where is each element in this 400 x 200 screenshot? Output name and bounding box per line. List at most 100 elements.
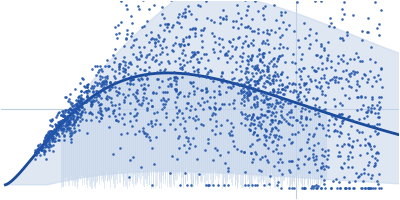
Point [46,139,52,142]
Point [268,129,274,132]
Point [140,95,147,99]
Point [275,74,281,78]
Point [279,172,285,176]
Point [287,159,294,162]
Point [189,50,195,53]
Point [84,84,90,87]
Point [332,68,339,72]
Point [199,97,206,100]
Point [265,105,272,108]
Point [99,69,106,72]
Point [89,113,95,116]
Point [181,43,187,46]
Point [366,143,372,146]
Point [108,101,114,104]
Point [159,79,165,82]
Point [357,154,363,157]
Point [190,66,196,69]
Point [170,23,177,27]
Point [65,108,71,112]
Point [244,90,251,93]
Point [47,134,53,137]
Point [290,52,296,55]
Point [311,185,317,188]
Point [61,114,67,117]
Point [298,69,304,72]
Point [129,21,135,24]
Point [142,33,149,36]
Point [58,113,64,116]
Point [269,58,276,61]
Point [66,107,73,110]
Point [290,187,297,190]
Point [229,134,236,137]
Point [347,57,354,60]
Point [195,67,201,71]
Point [127,101,133,104]
Point [252,183,258,186]
Point [269,128,275,131]
Point [243,14,249,17]
Point [320,126,326,130]
Point [219,37,226,40]
Point [127,112,133,115]
Point [225,166,231,170]
Point [336,181,342,184]
Point [171,78,177,82]
Point [130,43,136,46]
Point [216,42,222,46]
Point [241,90,247,93]
Point [240,52,246,55]
Point [202,66,208,69]
Point [304,157,311,160]
Point [157,23,163,27]
Point [364,172,371,176]
Point [337,131,343,134]
Point [342,187,349,190]
Point [67,121,74,124]
Point [323,66,329,70]
Point [334,154,341,157]
Point [284,84,290,87]
Point [356,131,362,134]
Point [218,75,224,78]
Point [312,126,319,129]
Point [68,124,75,127]
Point [264,109,270,112]
Point [95,93,102,96]
Point [346,187,353,190]
Point [317,165,324,169]
Point [176,134,182,137]
Point [144,122,151,125]
Point [153,53,159,56]
Point [264,75,270,79]
Point [120,92,126,95]
Point [259,52,266,55]
Point [171,76,177,79]
Point [95,92,102,95]
Point [45,135,51,139]
Point [361,187,368,190]
Point [80,97,86,100]
Point [102,80,109,83]
Point [225,49,231,53]
Point [355,176,361,179]
Point [125,66,132,69]
Point [271,165,277,168]
Point [112,57,118,60]
Point [294,163,300,166]
Point [278,53,285,56]
Point [142,68,148,72]
Point [93,95,100,98]
Point [376,22,382,25]
Point [336,187,343,190]
Point [62,117,69,120]
Point [175,92,181,95]
Point [152,59,159,62]
Point [125,72,131,75]
Point [130,52,136,56]
Point [179,112,186,115]
Point [268,113,274,116]
Point [127,61,133,64]
Point [326,134,332,138]
